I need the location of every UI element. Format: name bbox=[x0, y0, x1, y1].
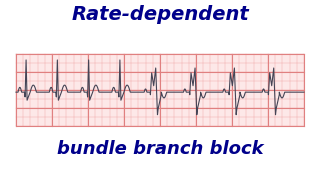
Text: bundle branch block: bundle branch block bbox=[57, 140, 263, 158]
Text: Rate-dependent: Rate-dependent bbox=[71, 5, 249, 24]
Bar bbox=[16, 54, 304, 126]
